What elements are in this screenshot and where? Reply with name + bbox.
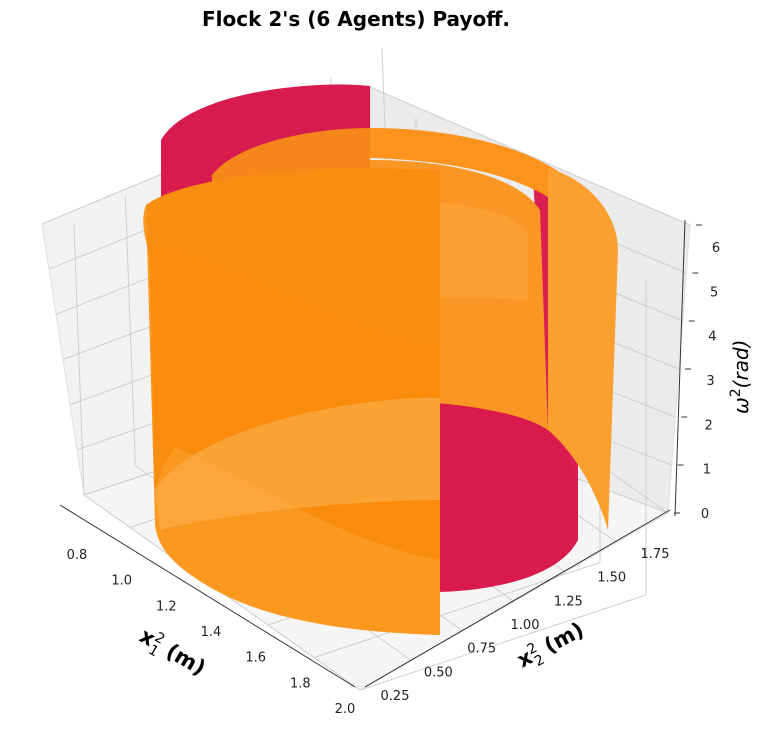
chart-title: Flock 2's (6 Agents) Payoff. xyxy=(202,7,510,31)
y-tick-label: 1.25 xyxy=(554,594,583,609)
z-ticks: 0 1 2 3 4 5 6 xyxy=(674,224,720,522)
z-tick-label: 1 xyxy=(703,463,711,478)
z-tick-label: 2 xyxy=(705,418,713,433)
y-tick-label: 1.75 xyxy=(641,547,670,562)
crimson-front-band xyxy=(440,399,578,592)
orange-right-wall xyxy=(548,168,618,530)
x-tick-label: 1.4 xyxy=(201,625,222,640)
y-gridline-vertical xyxy=(124,195,136,466)
x-ticks: 0.8 1.0 1.2 1.4 1.6 1.8 2.0 xyxy=(67,548,356,717)
x-axis-label: x21 (m) xyxy=(133,623,210,685)
z-axis-label: ω2(rad) xyxy=(728,340,753,414)
y-ticks: 0.25 0.50 0.75 1.00 1.25 1.50 1.75 xyxy=(381,547,670,704)
z-tick-label: 3 xyxy=(706,374,714,389)
y-tick-label: 1.00 xyxy=(511,618,540,633)
x-tick-label: 1.6 xyxy=(245,651,266,666)
orange-bottom-arc xyxy=(155,397,440,530)
x-axis-line xyxy=(59,504,356,688)
y-tick-label: 0.75 xyxy=(467,642,496,657)
y-tick-label: 0.50 xyxy=(424,665,453,680)
x-tick-label: 1.8 xyxy=(290,676,311,691)
x-gridline xyxy=(359,594,647,691)
x-tick-label: 1.2 xyxy=(156,599,177,614)
x-tick-label: 1.0 xyxy=(111,574,132,589)
x-tick-label: 0.8 xyxy=(67,548,88,563)
surfaces xyxy=(143,84,618,635)
z-axis-line xyxy=(674,219,686,517)
y-gridline-vertical xyxy=(73,224,85,496)
z-tick-label: 5 xyxy=(710,285,718,300)
z-tick-label: 0 xyxy=(701,507,709,522)
x-tick-label: 2.0 xyxy=(335,702,356,717)
z-tick-label: 6 xyxy=(712,241,720,256)
y-axis-line xyxy=(364,509,671,688)
orange-top-arc xyxy=(370,128,575,205)
z-tick-label: 4 xyxy=(708,330,716,345)
y-tick-label: 0.25 xyxy=(381,689,410,704)
y-tick-label: 1.50 xyxy=(597,571,626,586)
